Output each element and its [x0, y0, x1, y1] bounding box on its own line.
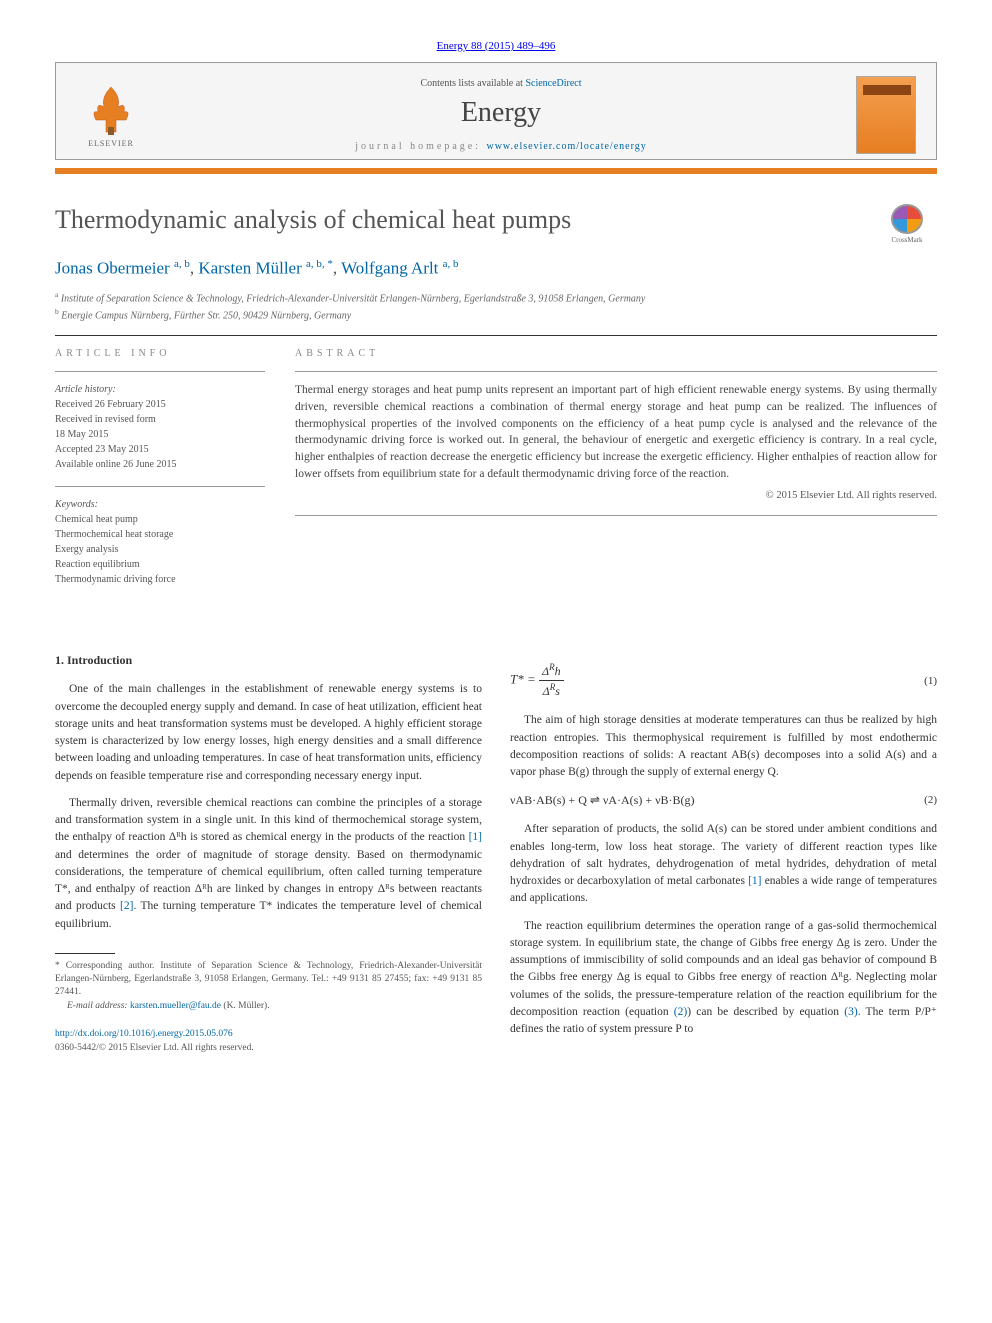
author-1-affil: a, b: [174, 258, 190, 270]
keyword-3: Exergy analysis: [55, 542, 265, 557]
equation-1: T* = ΔRhΔRs (1): [510, 661, 937, 700]
footer: http://dx.doi.org/10.1016/j.energy.2015.…: [55, 1027, 482, 1056]
email-label: E-mail address:: [67, 1001, 130, 1011]
divider: [295, 515, 937, 516]
journal-cover-thumbnail[interactable]: [856, 76, 916, 154]
author-1[interactable]: Jonas Obermeier: [55, 259, 170, 278]
keywords-label: Keywords:: [55, 497, 265, 512]
contents-prefix: Contents lists available at: [420, 78, 525, 89]
homepage-link[interactable]: www.elsevier.com/locate/energy: [486, 141, 646, 152]
abstract-column: ABSTRACT Thermal energy storages and hea…: [295, 348, 937, 601]
footnotes: * Corresponding author. Institute of Sep…: [55, 960, 482, 1013]
authors-line: Jonas Obermeier a, b, Karsten Müller a, …: [55, 258, 937, 279]
eq-ref-2[interactable]: (2): [674, 1006, 687, 1018]
keyword-5: Thermodynamic driving force: [55, 572, 265, 587]
divider: [295, 371, 937, 372]
abstract-text: Thermal energy storages and heat pump un…: [295, 382, 937, 482]
citation-link[interactable]: Energy 88 (2015) 489–496: [437, 40, 556, 52]
paragraph-2: Thermally driven, reversible chemical re…: [55, 795, 482, 933]
abstract-heading: ABSTRACT: [295, 348, 937, 359]
equation-2-content: νAB·AB(s) + Q ⇌ νA·A(s) + νB·B(g): [510, 791, 695, 809]
divider: [55, 335, 937, 336]
paragraph-5: The reaction equilibrium determines the …: [510, 918, 937, 1039]
journal-header: ELSEVIER Contents lists available at Sci…: [55, 62, 937, 160]
ref-link-1b[interactable]: [1]: [748, 875, 761, 887]
affiliation-b: Energie Campus Nürnberg, Fürther Str. 25…: [61, 310, 351, 321]
author-2[interactable]: Karsten Müller: [198, 259, 301, 278]
email-link[interactable]: karsten.mueller@fau.de: [130, 1001, 221, 1011]
divider: [55, 486, 265, 487]
divider: [55, 371, 265, 372]
keyword-1: Chemical heat pump: [55, 512, 265, 527]
author-3-affil: a, b: [443, 258, 459, 270]
accepted-date: Accepted 23 May 2015: [55, 442, 265, 457]
paragraph-1: One of the main challenges in the establ…: [55, 681, 482, 785]
journal-name: Energy: [146, 97, 856, 129]
paragraph-4: After separation of products, the solid …: [510, 821, 937, 907]
right-column: T* = ΔRhΔRs (1) The aim of high storage …: [510, 651, 937, 1055]
equation-1-number: (1): [924, 673, 937, 690]
issn-copyright: 0360-5442/© 2015 Elsevier Ltd. All right…: [55, 1041, 482, 1055]
affiliation-a: Institute of Separation Science & Techno…: [61, 293, 646, 304]
equation-2-number: (2): [924, 792, 937, 809]
article-title: Thermodynamic analysis of chemical heat …: [55, 204, 571, 235]
footnote-separator: [55, 953, 115, 954]
received-date: Received 26 February 2015: [55, 397, 265, 412]
online-date: Available online 26 June 2015: [55, 457, 265, 472]
crossmark-badge[interactable]: CrossMark: [877, 204, 937, 244]
author-2-affil: a, b, *: [306, 258, 333, 270]
ref-link-2[interactable]: [2]: [120, 900, 133, 912]
history-label: Article history:: [55, 382, 265, 397]
homepage-label: journal homepage:: [355, 141, 486, 152]
left-column: 1. Introduction One of the main challeng…: [55, 651, 482, 1055]
ref-link-1[interactable]: [1]: [469, 831, 482, 843]
elsevier-logo[interactable]: ELSEVIER: [76, 75, 146, 155]
affiliations: a Institute of Separation Science & Tech…: [55, 289, 937, 324]
corresponding-author: * Corresponding author. Institute of Sep…: [55, 960, 482, 1000]
equation-1-content: T* = ΔRhΔRs: [510, 661, 564, 700]
article-info-heading: ARTICLE INFO: [55, 348, 265, 359]
paragraph-3: The aim of high storage densities at mod…: [510, 712, 937, 781]
article-info-column: ARTICLE INFO Article history: Received 2…: [55, 348, 265, 601]
page-container: Energy 88 (2015) 489–496 ELSEVIER Conten…: [0, 0, 992, 1096]
body-two-column: 1. Introduction One of the main challeng…: [55, 651, 937, 1055]
equation-2: νAB·AB(s) + Q ⇌ νA·A(s) + νB·B(g) (2): [510, 791, 937, 809]
revised-label: Received in revised form: [55, 412, 265, 427]
elsevier-label: ELSEVIER: [88, 139, 134, 148]
crossmark-label: CrossMark: [891, 236, 922, 244]
doi-link[interactable]: http://dx.doi.org/10.1016/j.energy.2015.…: [55, 1029, 233, 1039]
contents-available: Contents lists available at ScienceDirec…: [146, 78, 856, 89]
abstract-copyright: © 2015 Elsevier Ltd. All rights reserved…: [295, 490, 937, 501]
author-3[interactable]: Wolfgang Arlt: [341, 259, 438, 278]
citation-bar: Energy 88 (2015) 489–496: [55, 40, 937, 52]
accent-bar: [55, 168, 937, 174]
keyword-2: Thermochemical heat storage: [55, 527, 265, 542]
eq-ref-3[interactable]: (3): [844, 1006, 857, 1018]
keyword-4: Reaction equilibrium: [55, 557, 265, 572]
elsevier-tree-icon: [86, 82, 136, 137]
sciencedirect-link[interactable]: ScienceDirect: [525, 78, 581, 89]
homepage-line: journal homepage: www.elsevier.com/locat…: [146, 141, 856, 152]
email-suffix: (K. Müller).: [221, 1001, 270, 1011]
section-heading-intro: 1. Introduction: [55, 651, 482, 669]
crossmark-icon: [891, 204, 923, 234]
revised-date: 18 May 2015: [55, 427, 265, 442]
